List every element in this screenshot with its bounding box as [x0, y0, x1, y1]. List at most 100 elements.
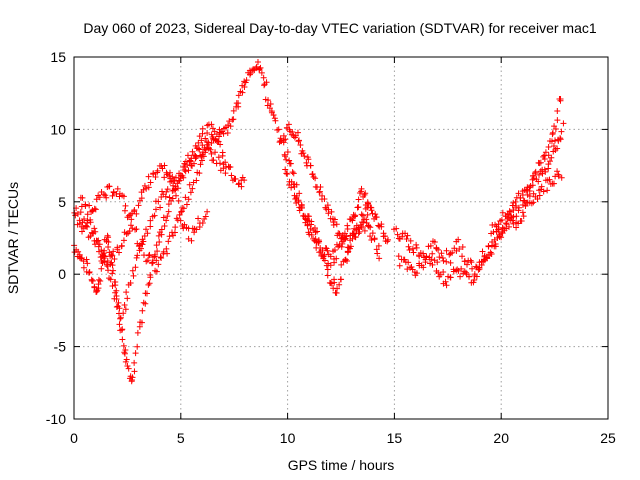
- data-point: [413, 270, 420, 277]
- data-point: [385, 236, 392, 243]
- data-point: [235, 92, 242, 99]
- data-point: [428, 256, 435, 263]
- data-point: [510, 213, 517, 220]
- data-point: [405, 259, 412, 266]
- data-point: [289, 128, 296, 135]
- data-point: [163, 188, 170, 195]
- data-point: [149, 254, 156, 261]
- data-point: [195, 139, 202, 146]
- data-point: [91, 283, 98, 290]
- data-point: [311, 224, 318, 231]
- data-point: [289, 169, 296, 176]
- data-point: [307, 225, 314, 232]
- data-point: [112, 289, 119, 296]
- data-point: [295, 138, 302, 145]
- y-tick-label: 0: [58, 266, 66, 282]
- data-point: [132, 264, 139, 271]
- data-point: [480, 258, 487, 265]
- data-point: [457, 273, 464, 280]
- data-point: [216, 160, 223, 167]
- data-point: [529, 182, 536, 189]
- data-point: [272, 117, 279, 124]
- data-point: [172, 186, 179, 193]
- data-point: [160, 248, 167, 255]
- data-point: [121, 207, 128, 214]
- data-point: [108, 259, 115, 266]
- data-point: [297, 142, 304, 149]
- data-point: [109, 283, 116, 290]
- data-point: [78, 203, 85, 210]
- data-point: [376, 255, 383, 262]
- data-point: [378, 223, 385, 230]
- data-point: [459, 243, 466, 250]
- data-point: [438, 250, 445, 257]
- data-point: [123, 356, 130, 363]
- data-point: [368, 236, 375, 243]
- data-point: [170, 232, 177, 239]
- data-point: [338, 276, 345, 283]
- data-point: [286, 157, 293, 164]
- data-point: [133, 254, 140, 261]
- data-point: [224, 130, 231, 137]
- data-point: [172, 224, 179, 231]
- y-tick-label: -5: [54, 339, 67, 355]
- data-point: [180, 205, 187, 212]
- data-point: [129, 374, 136, 381]
- data-point: [185, 196, 192, 203]
- data-point: [98, 265, 105, 272]
- data-point: [109, 252, 116, 259]
- data-point: [125, 212, 132, 219]
- data-point: [103, 261, 110, 268]
- data-point: [368, 207, 375, 214]
- data-point: [202, 213, 209, 220]
- data-point: [139, 307, 146, 314]
- data-point: [165, 201, 172, 208]
- data-point: [107, 276, 114, 283]
- data-point: [455, 236, 462, 243]
- data-point: [308, 218, 315, 225]
- data-point: [459, 253, 466, 260]
- data-point: [301, 153, 308, 160]
- data-point: [177, 217, 184, 224]
- data-point: [118, 243, 125, 250]
- chart-title: Day 060 of 2023, Sidereal Day-to-day VTE…: [83, 20, 596, 36]
- data-point: [109, 270, 116, 277]
- data-point: [89, 277, 96, 284]
- data-point: [210, 157, 217, 164]
- x-tick-label: 25: [600, 430, 616, 446]
- data-point: [143, 185, 150, 192]
- data-point: [319, 247, 326, 254]
- data-point: [409, 245, 416, 252]
- data-point: [302, 216, 309, 223]
- data-point: [243, 77, 250, 84]
- data-point: [161, 162, 168, 169]
- data-point: [96, 248, 103, 255]
- data-point: [163, 217, 170, 224]
- data-point: [175, 197, 182, 204]
- data-point: [217, 141, 224, 148]
- data-point: [166, 169, 173, 176]
- data-point: [367, 233, 374, 240]
- data-point: [86, 202, 93, 209]
- x-tick-label: 10: [280, 430, 296, 446]
- data-point: [267, 100, 274, 107]
- data-point: [422, 259, 429, 266]
- data-point: [101, 247, 108, 254]
- data-point: [79, 219, 86, 226]
- data-point: [557, 95, 564, 102]
- data-point: [371, 236, 378, 243]
- data-point: [129, 225, 136, 232]
- data-point: [296, 190, 303, 197]
- data-point: [91, 205, 98, 212]
- data-point: [265, 97, 272, 104]
- data-point: [495, 226, 502, 233]
- data-point: [284, 149, 291, 156]
- data-point: [327, 253, 334, 260]
- data-point: [429, 250, 436, 257]
- data-point: [439, 254, 446, 261]
- data-point: [172, 174, 179, 181]
- data-point: [227, 123, 234, 130]
- data-point: [95, 237, 102, 244]
- data-point: [145, 173, 152, 180]
- data-point: [192, 155, 199, 162]
